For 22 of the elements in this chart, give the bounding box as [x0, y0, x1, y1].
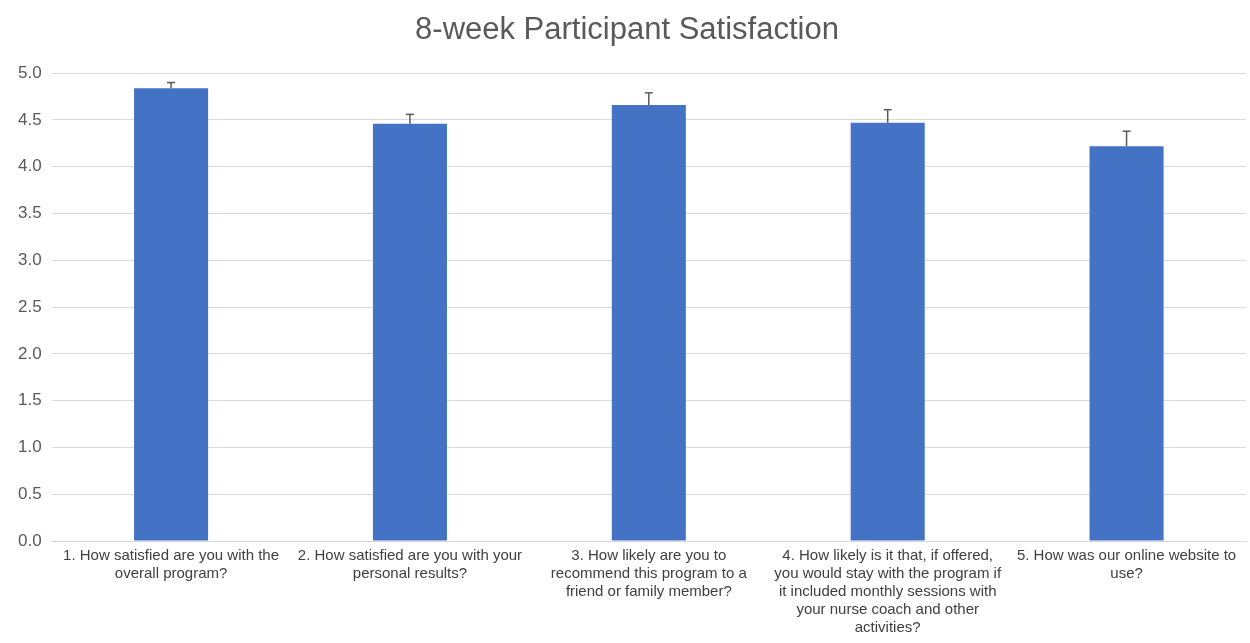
- bar: [850, 122, 925, 541]
- y-tick-label: 2.5: [17, 296, 42, 316]
- y-tick-label: 1.5: [17, 390, 42, 410]
- y-tick-label: 0.0: [17, 530, 42, 550]
- x-tick-label: 2. How satisfied are you with your personal results?: [297, 546, 523, 582]
- bar: [372, 123, 447, 541]
- x-tick-label: 1. How satisfied are you with the overall program?: [63, 546, 280, 582]
- bar: [134, 88, 209, 541]
- x-tick-label: 5. How was our online website to use?: [1016, 546, 1237, 582]
- y-tick-label: 3.0: [17, 250, 42, 270]
- y-tick-label: 2.0: [17, 343, 42, 363]
- bar: [611, 105, 686, 541]
- y-tick-label: 4.5: [17, 109, 42, 129]
- y-tick-label: 4.0: [17, 156, 42, 176]
- chart-title: 8-week Participant Satisfaction: [415, 11, 839, 47]
- y-tick-label: 3.5: [17, 203, 42, 223]
- bar: [1089, 146, 1164, 541]
- x-tick-label: 4. How likely is it that, if offered, you would stay with the program if it included monthly sessions with your nurse coach and other activities?: [774, 546, 1002, 636]
- y-tick-label: 1.0: [17, 437, 42, 457]
- y-tick-label: 5.0: [17, 62, 42, 82]
- y-tick-label: 0.5: [17, 483, 42, 503]
- x-tick-label: 3. How likely are you to recommend this program to a friend or family member?: [550, 546, 748, 600]
